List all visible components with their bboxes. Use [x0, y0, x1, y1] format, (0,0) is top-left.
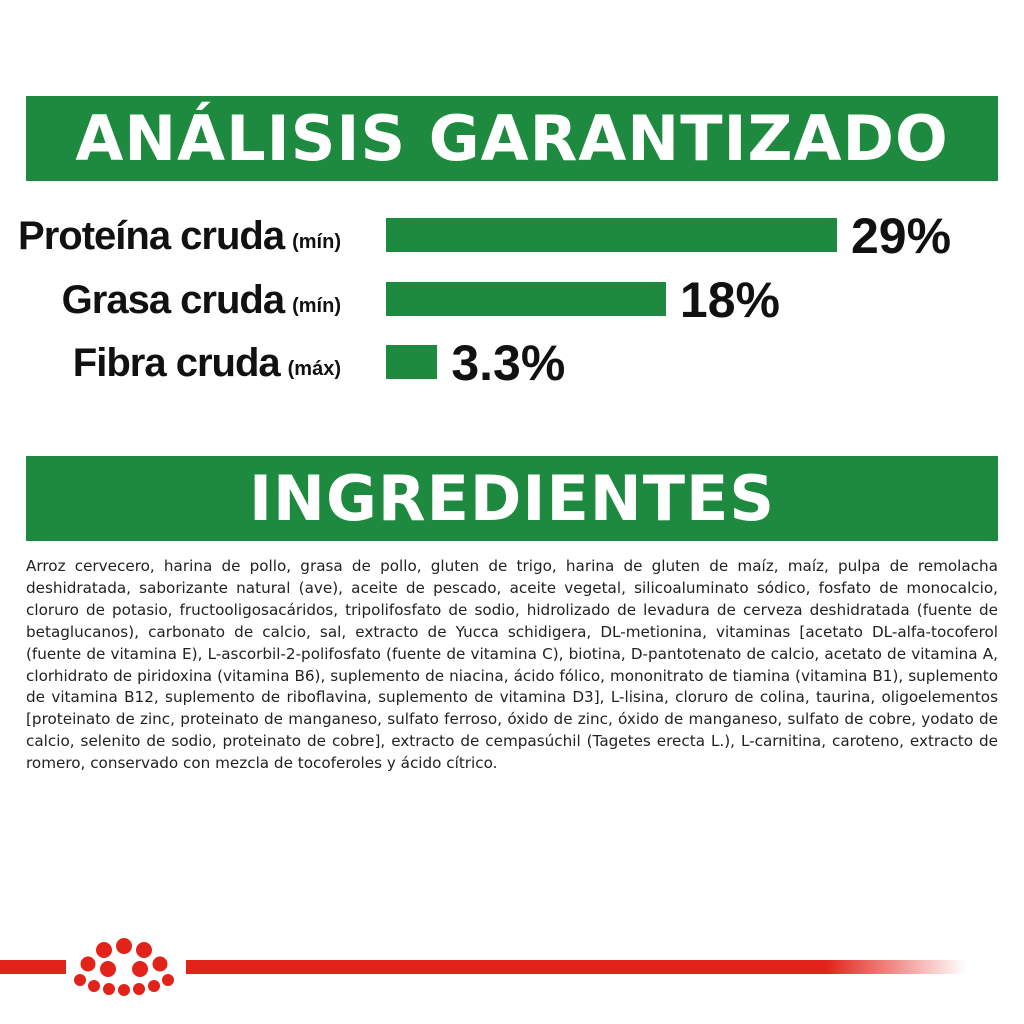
nutrient-qualifier: (mín)	[292, 294, 341, 317]
nutrient-name: Grasa cruda	[61, 277, 285, 322]
analysis-row-fat: Grasa cruda (mín) 18%	[0, 270, 1024, 330]
analysis-bar	[386, 282, 666, 316]
analysis-row-protein: Proteína cruda (mín) 29%	[0, 206, 1024, 266]
ingredients-list: Arroz cervecero, harina de pollo, grasa …	[26, 557, 998, 773]
analysis-value: 3.3%	[451, 335, 566, 391]
analysis-label: Proteína cruda (mín)	[18, 206, 341, 266]
ingredients-title-banner: INGREDIENTES	[26, 456, 998, 541]
analysis-row-fiber: Fibra cruda (máx) 3.3%	[0, 333, 1024, 393]
footer-red-line-left	[0, 960, 66, 974]
analysis-title-banner: ANÁLISIS GARANTIZADO	[26, 96, 998, 181]
nutrient-qualifier: (mín)	[292, 230, 341, 253]
analysis-bar	[386, 218, 837, 252]
analysis-label: Fibra cruda (máx)	[73, 333, 341, 393]
royal-canin-crown-icon	[72, 936, 176, 996]
ingredients-title: INGREDIENTES	[248, 462, 775, 535]
analysis-bar	[386, 345, 438, 379]
footer-red-line	[186, 960, 966, 974]
analysis-value: 18%	[679, 272, 780, 328]
nutrient-name: Fibra cruda	[72, 340, 281, 385]
analysis-label: Grasa cruda (mín)	[62, 270, 341, 330]
analysis-value: 29%	[851, 208, 952, 264]
nutrient-qualifier: (máx)	[287, 357, 341, 380]
analysis-title: ANÁLISIS GARANTIZADO	[75, 102, 949, 175]
nutrient-name: Proteína cruda	[18, 213, 285, 258]
